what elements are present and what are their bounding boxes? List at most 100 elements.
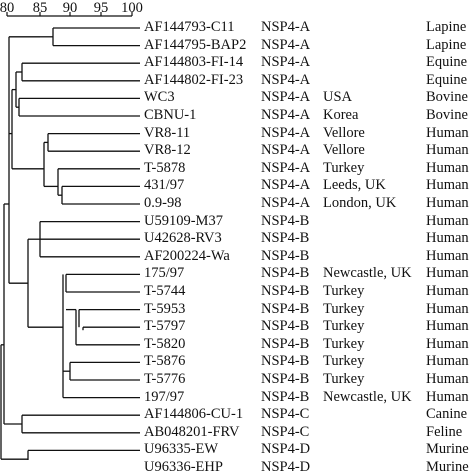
host-species: Murine xyxy=(426,441,469,458)
taxon-name: VR8-12 xyxy=(144,142,191,159)
host-species: Human xyxy=(426,353,469,370)
genotype-group: NSP4-B xyxy=(261,353,310,370)
taxon-name: T-5820 xyxy=(144,335,186,352)
taxon-name: AF200224-Wa xyxy=(144,247,230,264)
host-species: Human xyxy=(426,265,469,282)
host-species: Feline xyxy=(426,423,463,440)
genotype-group: NSP4-C xyxy=(261,423,310,440)
taxon-name: T-5878 xyxy=(144,159,186,176)
taxon-name: VR8-11 xyxy=(144,124,191,141)
host-species: Human xyxy=(426,142,469,159)
host-species: Human xyxy=(426,318,469,335)
scale-tick-label: 80 xyxy=(0,0,14,16)
host-species: Human xyxy=(426,159,469,176)
genotype-group: NSP4-A xyxy=(261,124,311,141)
genotype-group: NSP4-A xyxy=(261,89,311,106)
scale-tick-label: 95 xyxy=(94,0,109,16)
host-species: Human xyxy=(426,177,469,194)
host-species: Equine xyxy=(426,54,468,71)
genotype-group: NSP4-B xyxy=(261,300,310,317)
host-species: Bovine xyxy=(426,89,468,106)
taxon-name: T-5744 xyxy=(144,283,186,299)
genotype-group: NSP4-A xyxy=(261,19,311,35)
taxon-name: 197/97 xyxy=(144,388,185,405)
origin-location: Turkey xyxy=(323,159,365,176)
genotype-group: NSP4-B xyxy=(261,265,310,282)
taxon-name: U59109-M37 xyxy=(144,212,223,229)
origin-location: Turkey xyxy=(323,283,365,299)
taxon-name: U96336-EHP xyxy=(144,459,223,475)
host-species: Human xyxy=(426,124,469,141)
taxon-name: T-5953 xyxy=(144,300,186,317)
genotype-group: NSP4-D xyxy=(261,459,311,475)
taxon-name: T-5797 xyxy=(144,318,186,335)
genotype-group: NSP4-D xyxy=(261,441,311,458)
host-species: Human xyxy=(426,230,469,247)
genotype-group: NSP4-B xyxy=(261,318,310,335)
genotype-group: NSP4-A xyxy=(261,54,311,71)
host-species: Human xyxy=(426,388,469,405)
host-species: Human xyxy=(426,195,469,211)
genotype-group: NSP4-B xyxy=(261,247,310,264)
origin-location: Newcastle, UK xyxy=(323,388,412,405)
taxon-name: 175/97 xyxy=(144,265,185,282)
dendrogram: 80 85 90 95 100 xyxy=(0,0,143,460)
taxon-name: AF144806-CU-1 xyxy=(144,406,244,423)
scale-tick-label: 85 xyxy=(33,0,48,16)
scale-tick-label: 100 xyxy=(121,0,143,16)
taxon-name: AF144793-C11 xyxy=(144,19,235,35)
host-species: Bovine xyxy=(426,107,468,123)
origin-location: Leeds, UK xyxy=(323,177,386,194)
genotype-group: NSP4-B xyxy=(261,388,310,405)
taxon-name: U42628-RV3 xyxy=(144,230,222,247)
host-species: Human xyxy=(426,212,469,229)
taxon-name: CBNU-1 xyxy=(144,107,197,123)
host-species: Lapine xyxy=(426,19,467,35)
taxon-name: T-5776 xyxy=(144,371,186,387)
host-species: Human xyxy=(426,335,469,352)
taxon-name: U96335-EW xyxy=(144,441,219,458)
taxon-name: WC3 xyxy=(144,89,175,106)
taxon-name: 431/97 xyxy=(144,177,185,194)
taxon-name: AF144803-FI-14 xyxy=(144,54,244,71)
host-species: Equine xyxy=(426,71,468,88)
scale-tick-label: 90 xyxy=(63,0,78,16)
origin-location: Turkey xyxy=(323,318,365,335)
genotype-group: NSP4-A xyxy=(261,107,311,123)
similarity-scale-axis: 80 85 90 95 100 xyxy=(0,0,143,17)
genotype-group: NSP4-A xyxy=(261,195,311,211)
origin-location: Newcastle, UK xyxy=(323,265,412,282)
genotype-group: NSP4-B xyxy=(261,212,310,229)
host-species: Human xyxy=(426,300,469,317)
genotype-group: NSP4-C xyxy=(261,406,310,423)
origin-location: Turkey xyxy=(323,300,365,317)
taxon-name: AF144795-BAP2 xyxy=(144,36,247,53)
host-species: Murine xyxy=(426,459,469,475)
genotype-group: NSP4-A xyxy=(261,142,311,159)
host-species: Human xyxy=(426,283,469,299)
origin-location: Vellore xyxy=(323,142,365,159)
genotype-group: NSP4-A xyxy=(261,71,311,88)
origin-location: Korea xyxy=(323,107,359,123)
genotype-group: NSP4-B xyxy=(261,283,310,299)
taxon-name: AF144802-FI-23 xyxy=(144,71,244,88)
genotype-group: NSP4-B xyxy=(261,230,310,247)
origin-location: Turkey xyxy=(323,371,365,387)
host-species: Human xyxy=(426,247,469,264)
taxon-name: T-5876 xyxy=(144,353,186,370)
origin-location: USA xyxy=(323,89,353,106)
taxon-name: 0.9-98 xyxy=(144,195,182,211)
genotype-group: NSP4-B xyxy=(261,335,310,352)
origin-location: London, UK xyxy=(323,195,397,211)
dendrogram-branches xyxy=(0,27,140,460)
genotype-group: NSP4-A xyxy=(261,36,311,53)
origin-location: Turkey xyxy=(323,335,365,352)
host-species: Canine xyxy=(426,406,468,423)
origin-location: Turkey xyxy=(323,353,365,370)
host-species: Lapine xyxy=(426,36,467,53)
host-species: Human xyxy=(426,371,469,387)
genotype-group: NSP4-A xyxy=(261,177,311,194)
taxon-name: AB048201-FRV xyxy=(144,423,240,440)
genotype-group: NSP4-A xyxy=(261,159,311,176)
origin-location: Vellore xyxy=(323,124,365,141)
